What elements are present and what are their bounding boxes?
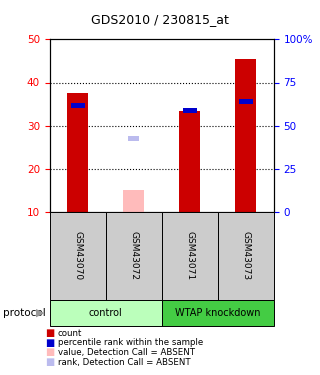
Bar <box>162 212 218 300</box>
Text: ▶: ▶ <box>36 308 44 318</box>
Text: GSM43070: GSM43070 <box>73 231 82 280</box>
Bar <box>123 190 144 212</box>
Text: WTAP knockdown: WTAP knockdown <box>175 308 260 318</box>
Text: ■: ■ <box>45 328 54 338</box>
Text: control: control <box>89 308 123 318</box>
Text: GSM43071: GSM43071 <box>185 231 194 280</box>
Text: GDS2010 / 230815_at: GDS2010 / 230815_at <box>91 13 229 26</box>
Text: ■: ■ <box>45 357 54 367</box>
Text: count: count <box>58 328 82 338</box>
Bar <box>239 99 252 104</box>
Text: percentile rank within the sample: percentile rank within the sample <box>58 338 203 347</box>
Text: protocol: protocol <box>3 308 46 318</box>
Text: ■: ■ <box>45 338 54 348</box>
Bar <box>128 136 139 141</box>
Bar <box>50 300 162 326</box>
Bar <box>106 212 162 300</box>
Bar <box>162 300 274 326</box>
Text: ■: ■ <box>45 348 54 357</box>
Bar <box>71 103 84 108</box>
Bar <box>67 93 88 212</box>
Text: rank, Detection Call = ABSENT: rank, Detection Call = ABSENT <box>58 358 190 367</box>
Text: GSM43073: GSM43073 <box>241 231 250 280</box>
Bar <box>218 212 274 300</box>
Bar <box>235 59 256 212</box>
Bar <box>50 212 106 300</box>
Bar <box>183 108 196 112</box>
Text: value, Detection Call = ABSENT: value, Detection Call = ABSENT <box>58 348 195 357</box>
Bar <box>179 111 200 212</box>
Text: GSM43072: GSM43072 <box>129 231 138 280</box>
